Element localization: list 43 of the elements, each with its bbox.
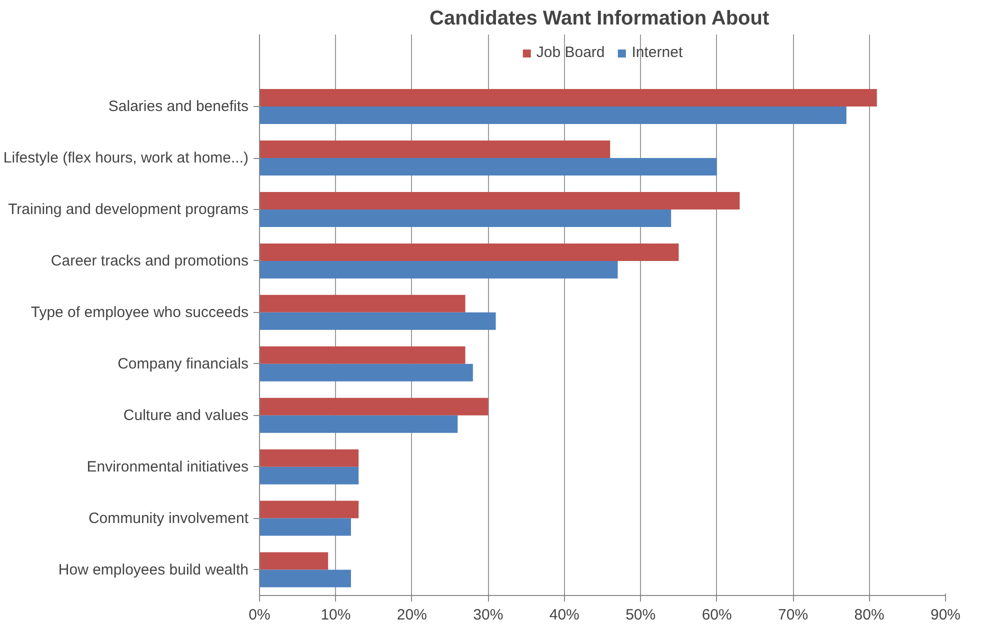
x-tick-label: 0% [248, 606, 270, 624]
y-tick-label: Training and development programs [8, 200, 249, 218]
bar [260, 364, 473, 382]
bar [260, 346, 466, 364]
bar [260, 552, 328, 570]
x-tick-label: 40% [549, 606, 580, 624]
x-tick-label: 50% [626, 606, 656, 624]
bar [260, 294, 466, 312]
bar [260, 209, 672, 227]
bar [260, 243, 679, 261]
bar [260, 260, 618, 278]
bar [260, 106, 846, 124]
chart-title: Candidates Want Information About [430, 8, 770, 30]
bar [260, 398, 488, 416]
x-tick-label: 90% [930, 606, 961, 624]
x-tick-label: 10% [320, 606, 351, 624]
legend-label: Internet [632, 44, 683, 61]
bar [260, 466, 359, 484]
y-tick-label: Community involvement [88, 510, 250, 527]
x-tick-label: 80% [854, 606, 884, 624]
x-tick-label: 20% [396, 606, 427, 624]
bar [260, 312, 496, 330]
y-tick-label: Culture and values [123, 406, 248, 424]
y-tick-label: Lifestyle (flex hours, work at home...) [3, 150, 249, 167]
bar [260, 415, 458, 433]
bar [260, 449, 359, 467]
x-tick-label: 60% [702, 606, 732, 624]
y-tick-label: Company financials [118, 355, 249, 372]
bar [260, 570, 351, 588]
y-tick-label: Salaries and benefits [108, 98, 249, 116]
x-tick-label: 30% [473, 606, 504, 624]
bar [260, 500, 359, 518]
legend-label: Job Board [536, 44, 605, 61]
bar [260, 89, 877, 107]
y-tick-label: Environmental initiatives [86, 458, 249, 476]
y-tick-label: Career tracks and promotions [50, 252, 249, 270]
bar [260, 518, 351, 536]
x-tick-label: 70% [778, 606, 808, 624]
bar [260, 158, 717, 176]
bar [260, 140, 610, 158]
bar [260, 192, 740, 210]
y-tick-label: How employees build wealth [58, 561, 249, 578]
y-tick-label: Type of employee who succeeds [30, 304, 248, 321]
